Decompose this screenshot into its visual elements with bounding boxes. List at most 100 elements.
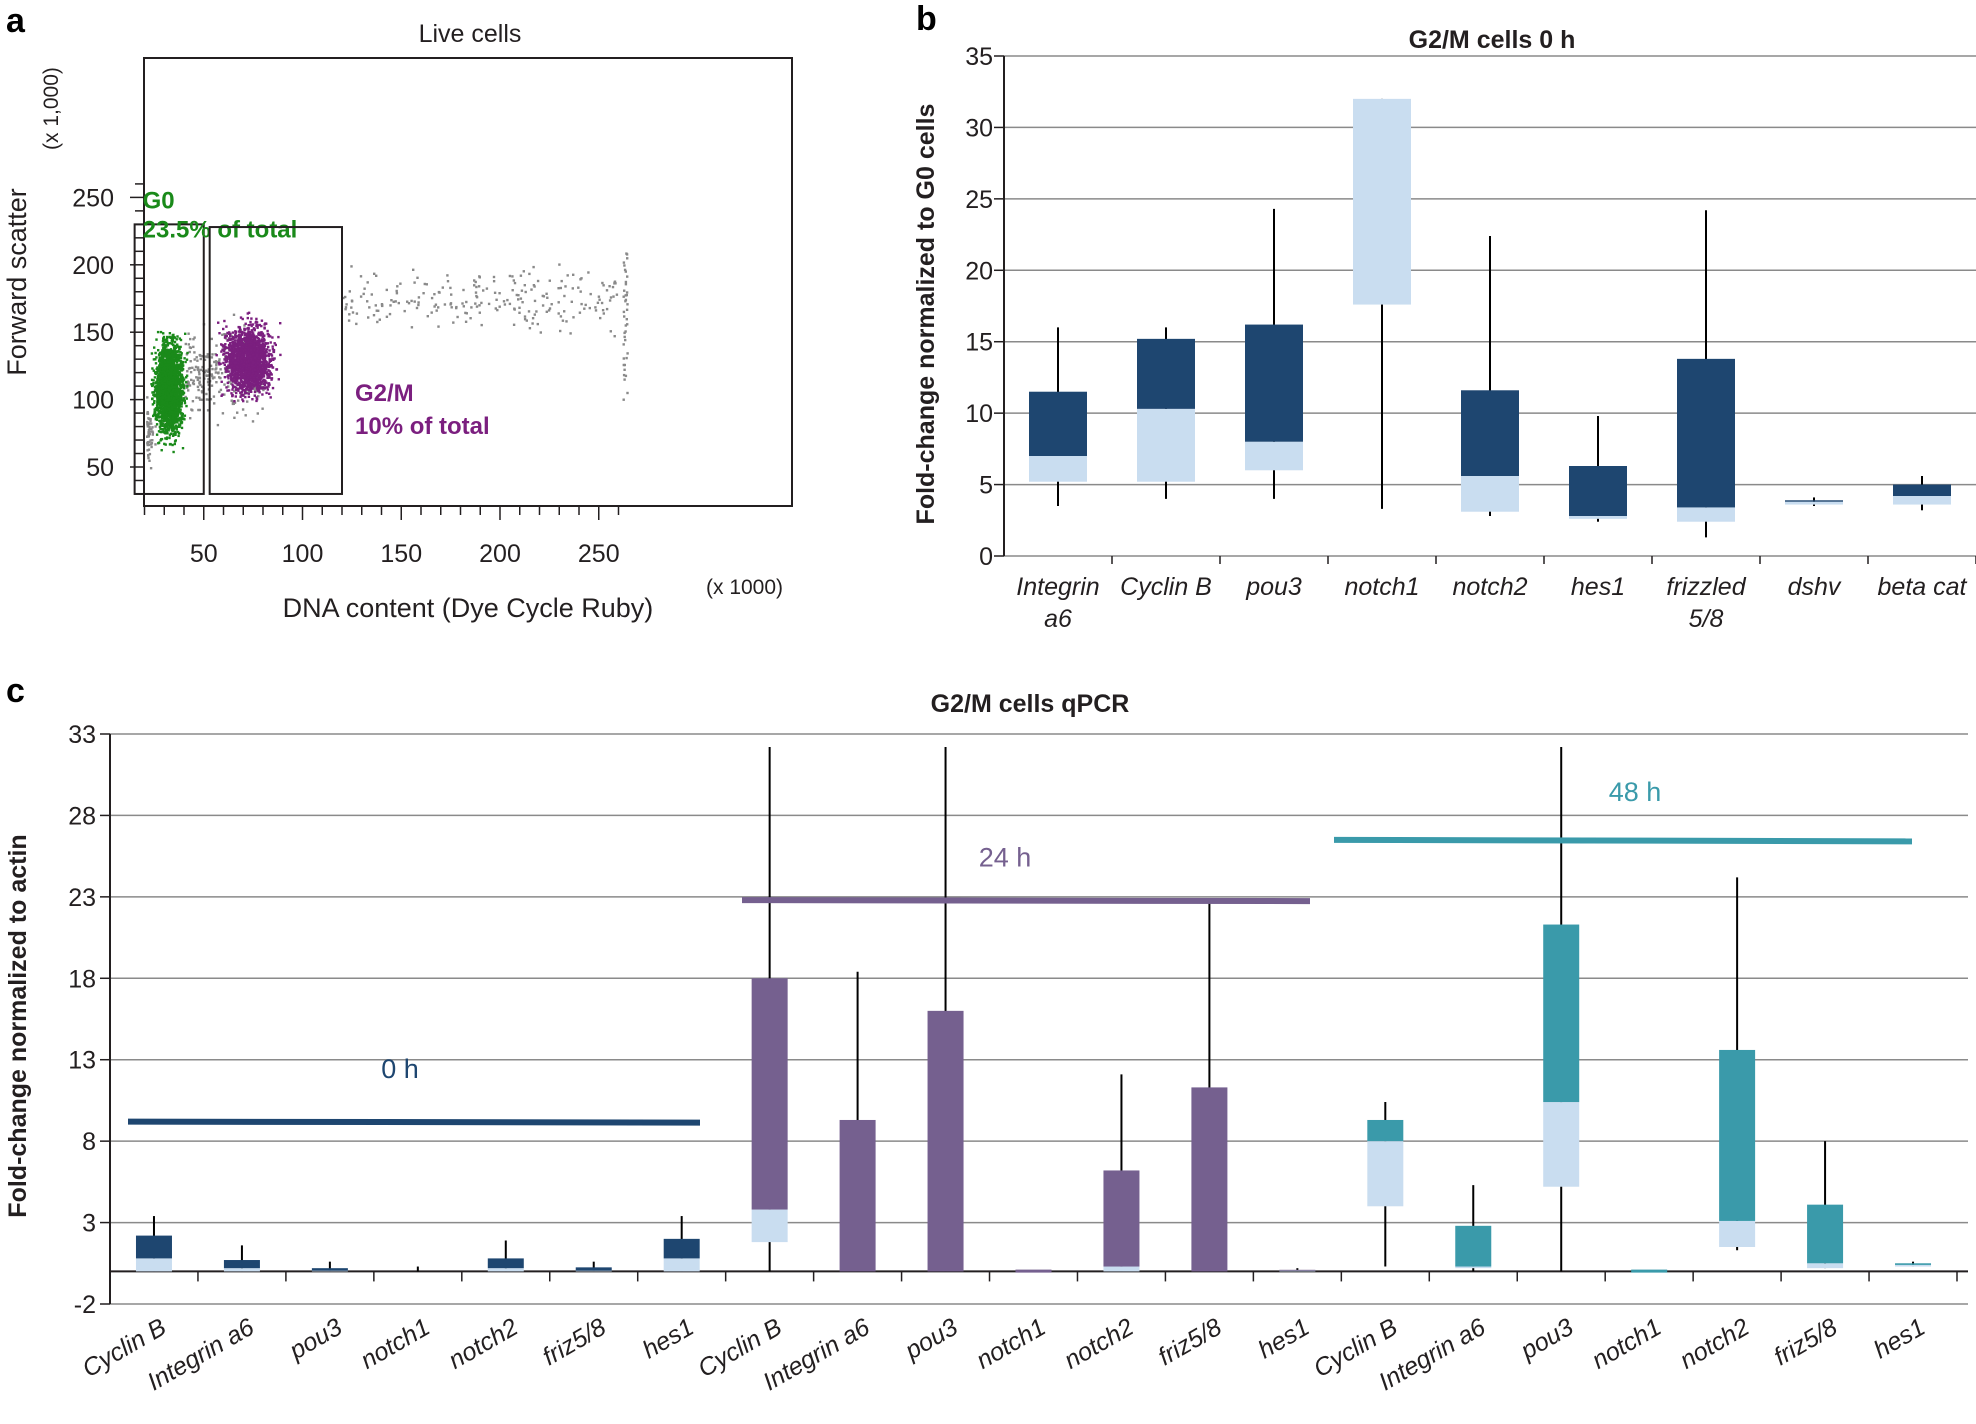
- flow-event-dot: [601, 309, 605, 312]
- flow-event-dot: [234, 360, 237, 363]
- flow-event-dot: [443, 303, 447, 306]
- flow-event-dot: [171, 407, 174, 411]
- flow-event-dot: [158, 367, 162, 370]
- flow-event-dot: [415, 306, 419, 310]
- flow-event-dot: [241, 342, 245, 345]
- flow-event-dot: [146, 425, 150, 428]
- flow-event-dot: [242, 345, 245, 348]
- flow-event-dot: [249, 346, 253, 349]
- flow-event-dot: [151, 367, 154, 370]
- flow-event-dot: [397, 301, 400, 305]
- flow-event-dot: [161, 403, 165, 406]
- flow-event-dot: [157, 442, 160, 445]
- flow-event-dot: [172, 346, 176, 349]
- flow-event-dot: [153, 400, 156, 403]
- flow-event-dot: [623, 368, 626, 371]
- flow-event-dot: [626, 352, 629, 355]
- flow-event-dot: [191, 382, 195, 385]
- flow-event-dot: [174, 345, 177, 348]
- flow-event-dot: [150, 352, 154, 355]
- flow-event-dot: [430, 296, 434, 300]
- flow-event-dot: [164, 424, 167, 427]
- flow-event-dot: [153, 408, 156, 411]
- flow-event-dot: [572, 273, 575, 276]
- flow-event-dot: [211, 353, 214, 356]
- flow-event-dot: [244, 395, 247, 399]
- flow-event-dot: [625, 252, 628, 255]
- flow-event-dot: [174, 390, 177, 393]
- flow-event-dot: [251, 342, 254, 346]
- flow-event-dot: [168, 407, 171, 411]
- flow-event-dot: [240, 343, 243, 347]
- flow-event-dot: [249, 384, 253, 387]
- flow-event-dot: [262, 369, 266, 372]
- flow-event-dot: [165, 386, 168, 389]
- flow-event-dot: [265, 342, 268, 345]
- flow-event-dot: [178, 372, 181, 376]
- flow-event-dot: [238, 363, 241, 366]
- flow-event-dot: [169, 412, 173, 416]
- flow-event-dot: [163, 442, 166, 446]
- flow-event-dot: [265, 322, 268, 325]
- flow-event-dot: [261, 348, 265, 351]
- flow-event-dot: [496, 308, 499, 312]
- flow-event-dot: [192, 379, 195, 382]
- flow-event-dot: [267, 354, 270, 358]
- flow-event-dot: [612, 295, 615, 298]
- flow-event-dot: [177, 417, 181, 420]
- flow-event-dot: [164, 374, 168, 377]
- flow-event-dot: [441, 286, 444, 289]
- flow-event-dot: [253, 387, 256, 390]
- flow-event-dot: [159, 406, 163, 410]
- flow-event-dot: [176, 430, 180, 434]
- flow-event-dot: [172, 385, 175, 389]
- flow-event-dot: [175, 428, 178, 431]
- flow-event-dot: [182, 391, 186, 395]
- flow-event-dot: [350, 299, 354, 302]
- flow-event-dot: [229, 355, 233, 358]
- flow-event-dot: [175, 396, 178, 400]
- flow-event-dot: [181, 383, 185, 386]
- flow-event-dot: [175, 338, 178, 341]
- flow-event-dot: [498, 292, 501, 295]
- flow-event-dot: [227, 377, 230, 380]
- flow-event-dot: [170, 383, 174, 386]
- flow-event-dot: [265, 386, 268, 389]
- flow-event-dot: [228, 356, 231, 359]
- flow-event-dot: [225, 334, 228, 338]
- flow-event-dot: [248, 388, 251, 392]
- flow-event-dot: [160, 362, 164, 366]
- flow-event-dot: [180, 385, 183, 388]
- flow-event-dot: [253, 347, 257, 350]
- flow-event-dot: [201, 385, 204, 388]
- flow-event-dot: [221, 343, 224, 347]
- flow-event-dot: [169, 355, 172, 358]
- flow-event-dot: [172, 343, 175, 347]
- flow-event-dot: [233, 416, 236, 419]
- flow-event-dot: [256, 379, 260, 383]
- flow-event-dot: [236, 346, 240, 349]
- flow-event-dot: [166, 371, 169, 374]
- flow-event-dot: [258, 381, 261, 385]
- flow-event-dot: [253, 368, 256, 372]
- flow-event-dot: [204, 371, 207, 374]
- flow-event-dot: [172, 370, 175, 374]
- flow-event-dot: [188, 384, 192, 387]
- flow-event-dot: [186, 370, 189, 373]
- flow-event-dot: [259, 345, 262, 349]
- flow-event-dot: [157, 412, 161, 415]
- flow-event-dot: [251, 371, 255, 374]
- flow-event-dot: [170, 423, 173, 426]
- flow-event-dot: [176, 391, 179, 394]
- flow-event-dot: [181, 368, 185, 371]
- flow-event-dot: [366, 300, 369, 303]
- flow-event-dot: [173, 348, 176, 351]
- flow-event-dot: [170, 336, 173, 339]
- flow-event-dot: [172, 376, 175, 379]
- flow-event-dot: [413, 300, 416, 303]
- flow-event-dot: [148, 440, 151, 444]
- flow-event-dot: [259, 372, 262, 375]
- flow-event-dot: [197, 408, 200, 412]
- flow-event-dot: [160, 408, 163, 411]
- flow-event-dot: [269, 341, 272, 344]
